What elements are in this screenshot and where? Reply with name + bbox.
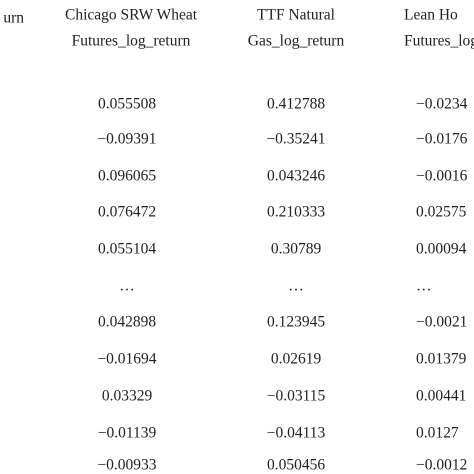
table-cell: … [288, 278, 304, 295]
table-cell: 0.055104 [98, 241, 156, 258]
header-cell: urn [3, 10, 24, 27]
table-cell: −0.0021 [416, 314, 467, 331]
table-cell: −0.04113 [267, 425, 326, 442]
table-cell: −0.0016 [416, 168, 468, 185]
table-cell: 0.02619 [271, 351, 322, 368]
table-cell: … [119, 278, 135, 295]
table-cell: −0.35241 [266, 131, 325, 148]
table-cell: −0.0012 [416, 457, 467, 474]
table-cell: −0.00933 [97, 457, 156, 474]
table-cell: 0.01379 [416, 351, 467, 368]
column-header: Chicago SRW Wheat [65, 7, 198, 24]
table-cell: 0.042898 [98, 314, 156, 331]
table-cell: 0.076472 [98, 204, 156, 221]
column-header: Gas_log_return [248, 33, 345, 50]
table-cell: … [416, 278, 432, 295]
table-cell: −0.09391 [97, 131, 156, 148]
table-cell: 0.055508 [98, 96, 156, 113]
table-cell: −0.0176 [416, 131, 468, 148]
table-cell: 0.0127 [416, 425, 459, 442]
table-cell: −0.01139 [98, 425, 157, 442]
table-cell: −0.03115 [267, 388, 326, 405]
table-cell: −0.01694 [97, 351, 156, 368]
table-cell: 0.00441 [416, 388, 466, 405]
table-cell: 0.02575 [416, 204, 467, 221]
column-header: TTF Natural [257, 7, 335, 24]
column-header: Futures_log_ [404, 33, 474, 50]
table-cell: 0.123945 [267, 314, 325, 331]
table-cell: 0.050456 [267, 457, 325, 474]
table-cell: 0.30789 [271, 241, 322, 258]
table-cell: 0.412788 [267, 96, 325, 113]
table-cell: 0.096065 [98, 168, 156, 185]
table-cell: 0.03329 [102, 388, 153, 405]
table-cell: 0.00094 [416, 241, 467, 258]
table-cell: 0.210333 [267, 204, 325, 221]
column-header: Futures_log_return [72, 33, 191, 50]
column-header: Lean Ho [404, 7, 458, 24]
table-cell: −0.0234 [416, 96, 468, 113]
table-cell: 0.043246 [267, 168, 325, 185]
